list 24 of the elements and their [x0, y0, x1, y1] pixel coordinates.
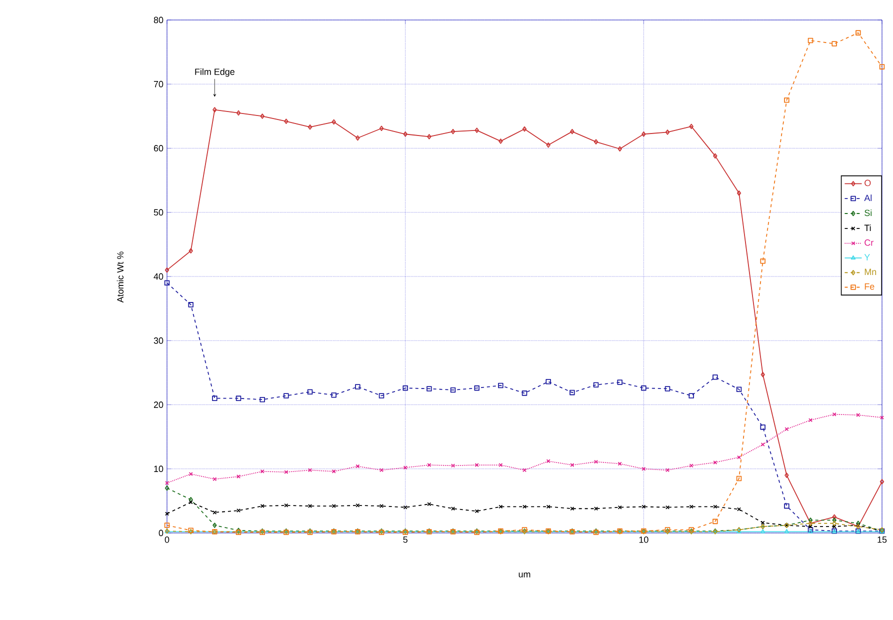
y-tick-label: 30	[154, 337, 164, 344]
x-tick-label: 10	[639, 536, 648, 543]
y-tick-label: 40	[154, 273, 164, 280]
legend-label: Mn	[864, 268, 876, 275]
legend-label: Y	[864, 254, 870, 260]
x-tick-label: 15	[878, 536, 887, 543]
y-tick-label: 0	[158, 530, 164, 536]
legend-label: Al	[864, 194, 872, 202]
y-tick-label: 70	[154, 80, 164, 88]
legend-label: O	[864, 180, 871, 186]
legend-label: Ti	[864, 224, 871, 231]
y-axis-title: Atomic Wt %	[116, 252, 124, 303]
y-tick-label: 20	[154, 402, 164, 408]
y-tick-label: 50	[154, 209, 164, 216]
y-tick-label: 10	[154, 466, 164, 472]
x-tick-label: 5	[403, 536, 408, 543]
legend-label: Cr	[864, 239, 874, 246]
y-tick-label: 60	[154, 145, 164, 152]
x-axis-title: um	[518, 572, 530, 578]
y-tick-label: 80	[154, 16, 164, 24]
legend-label: Si	[864, 209, 872, 216]
x-tick-label: 0	[164, 536, 170, 543]
annotation: Film Edge	[195, 68, 234, 77]
legend-label: Fe	[864, 283, 874, 290]
